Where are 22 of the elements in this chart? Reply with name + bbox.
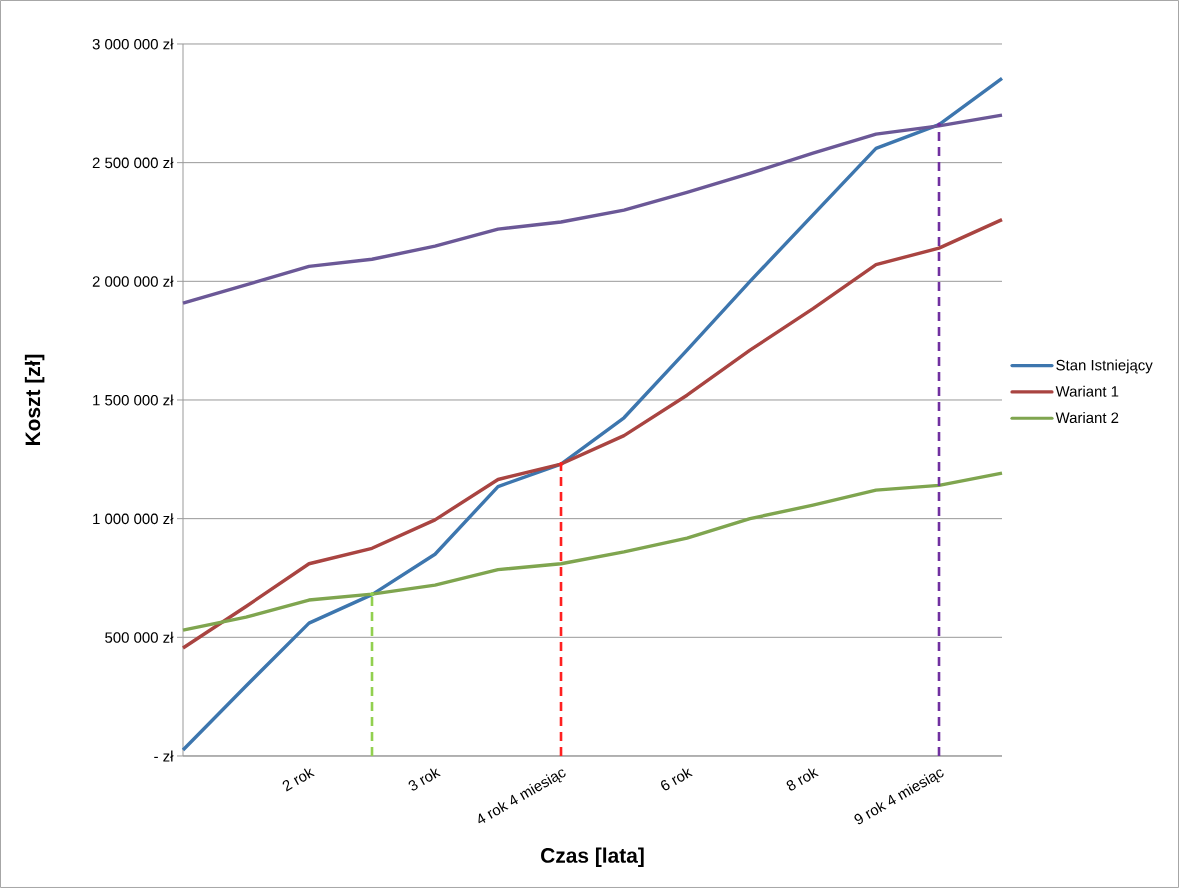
- y-tick-label: 1 000 000 zł: [93, 513, 174, 525]
- legend-label: Wariant 2: [1055, 412, 1119, 424]
- legend-label: Wariant 1: [1055, 385, 1119, 397]
- x-axis-title: Czas [lata]: [541, 847, 644, 868]
- point: [369, 592, 375, 597]
- y-tick-label: 3 000 000 zł: [92, 38, 174, 50]
- x-tick-label: 2 rok: [282, 768, 315, 792]
- point: [936, 122, 942, 127]
- x-tick-label: 6 rok: [661, 768, 693, 791]
- y-tick-label: 2 500 000 zł: [92, 157, 174, 169]
- line-series: [181, 471, 1004, 632]
- x-tick-label: 8 rok: [786, 768, 819, 791]
- y-tick-label: 500 000 zł: [105, 631, 174, 643]
- line-series: [181, 113, 1004, 305]
- y-tick-label: 2 000 000 zł: [92, 275, 174, 287]
- line-series: [181, 217, 1004, 650]
- y-axis-title: Koszt [zł]: [24, 354, 45, 446]
- y-tick-label: - zł: [154, 750, 174, 762]
- x-tick-label: 3 rok: [408, 768, 441, 791]
- point: [558, 461, 564, 467]
- legend-label: Stan Istniejący: [1056, 359, 1153, 374]
- y-tick-label: 1 500 000 zł: [93, 394, 174, 406]
